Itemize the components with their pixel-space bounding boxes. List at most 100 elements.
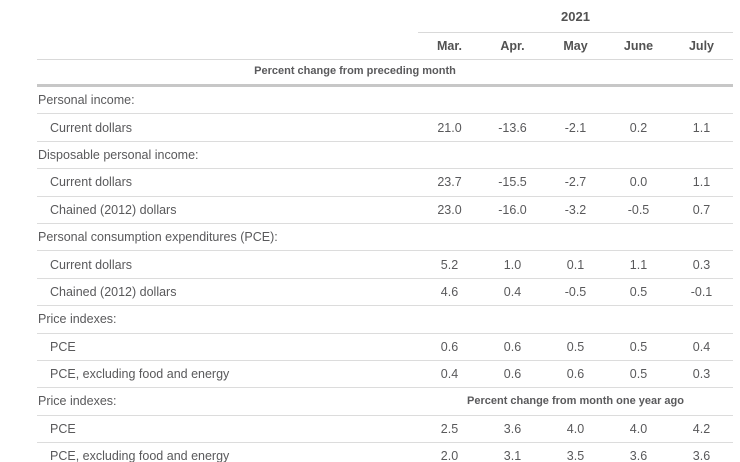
year-label: 2021 [561,8,590,24]
value-cell: 4.2 [692,421,711,436]
value-cell: 0.3 [692,367,711,382]
value-cell: -0.1 [690,284,713,299]
value-cell: 0.4 [440,367,459,382]
value-cell: 0.3 [692,257,711,272]
table-row: Current dollars 5.2 1.0 0.1 1.1 0.3 [37,251,733,279]
value-cell: 1.1 [629,257,648,272]
value-cell: 0.4 [692,339,711,354]
month-header-cells: Mar. Apr. May June July [418,39,733,53]
row-values: 2.5 3.6 4.0 4.0 4.2 [418,422,733,436]
value-cell: 21.0 [437,120,462,135]
table-row: Price indexes: [37,306,733,334]
year-header-cell: 2021 [418,0,733,33]
table-row: PCE 2.5 3.6 4.0 4.0 4.2 [37,416,733,444]
value-cell: -15.5 [498,175,527,190]
row-label: Chained (2012) dollars [50,284,177,299]
row-values: 0.6 0.6 0.5 0.5 0.4 [418,340,733,354]
value-cell: 0.5 [629,339,648,354]
row-values: 4.6 0.4 -0.5 0.5 -0.1 [418,285,733,299]
table-row: Price indexes: Percent change from month… [37,388,733,416]
row-label: Personal income: [38,93,135,108]
row-label: Current dollars [50,257,132,272]
row-label: Disposable personal income: [38,147,199,162]
value-cell: -13.6 [498,120,527,135]
value-cell: 0.0 [629,175,648,190]
row-values: 21.0 -13.6 -2.1 0.2 1.1 [418,121,733,135]
value-cell: -3.2 [564,202,587,217]
value-cell: 0.6 [566,367,585,382]
table-row: PCE, excluding food and energy 0.4 0.6 0.6… [37,361,733,389]
personal-income-table: 2021 Mar. Apr. May June July Percent cha… [37,0,733,462]
value-cell: 1.1 [692,120,711,135]
table-row: Current dollars 21.0 -13.6 -2.1 0.2 1.1 [37,114,733,142]
value-cell: 0.6 [440,339,459,354]
row-values: 5.2 1.0 0.1 1.1 0.3 [418,258,733,272]
value-cell: 3.1 [503,449,522,462]
value-cell: 3.6 [692,449,711,462]
value-cell: -0.5 [564,284,587,299]
value-cell: 3.5 [566,449,585,462]
value-cell: 0.7 [692,202,711,217]
table-row: PCE, excluding food and energy 2.0 3.1 3.5… [37,443,733,462]
table-row: Current dollars 23.7 -15.5 -2.7 0.0 1.1 [37,169,733,197]
unit-note-row: Percent change from preceding month [37,60,733,87]
value-cell: 0.5 [629,284,648,299]
column-header-may: May [563,39,588,53]
value-cell: -16.0 [498,202,527,217]
value-cell: 3.6 [629,449,648,462]
month-header-row: Mar. Apr. May June July [37,33,733,60]
table-row: Personal income: [37,87,733,115]
column-header-june: June [623,39,654,53]
row-label: Price indexes: [38,394,117,409]
row-values: 2.0 3.1 3.5 3.6 3.6 [418,449,733,462]
value-cell: 4.0 [629,421,648,436]
value-cell: -0.5 [627,202,650,217]
column-header-mar: Mar. [436,39,462,53]
column-header-apr: Apr. [500,39,525,53]
row-label: Personal consumption expenditures (PCE): [38,230,278,245]
value-cell: 3.6 [503,421,522,436]
value-cell: 23.7 [437,175,462,190]
value-cell: 2.0 [440,449,459,462]
table-row: Personal consumption expenditures (PCE): [37,224,733,252]
value-cell: 0.5 [629,367,648,382]
row-label: PCE [50,421,76,436]
value-cell: 0.4 [503,284,522,299]
row-label: Current dollars [50,120,132,135]
value-cell: 4.0 [566,421,585,436]
row-values: Percent change from month one year ago [418,395,733,407]
table-row: Chained (2012) dollars 4.6 0.4 -0.5 0.5 -0.1 [37,279,733,307]
value-cell: 2.5 [440,421,459,436]
table-row: PCE 0.6 0.6 0.5 0.5 0.4 [37,334,733,361]
value-cell: 1.0 [503,257,522,272]
row-label: PCE, excluding food and energy [50,367,230,382]
row-values: 0.4 0.6 0.6 0.5 0.3 [418,367,733,381]
value-cell: 5.2 [440,257,459,272]
row-label: PCE [50,339,76,354]
row-values: 23.0 -16.0 -3.2 -0.5 0.7 [418,203,733,217]
value-cell: 23.0 [437,202,462,217]
unit-note: Percent change from preceding month [254,65,456,77]
row-label: Current dollars [50,175,132,190]
table-row: Disposable personal income: [37,142,733,170]
row-values: 23.7 -15.5 -2.7 0.0 1.1 [418,175,733,189]
row-label: Price indexes: [38,312,117,327]
unit-note: Percent change from month one year ago [467,395,684,408]
column-header-july: July [688,39,714,53]
value-cell: 0.6 [503,339,522,354]
value-cell: 0.5 [566,339,585,354]
row-label: Chained (2012) dollars [50,202,177,217]
table-body: Personal income: Current dollars 21.0 -13… [37,87,733,462]
value-cell: 0.6 [503,367,522,382]
value-cell: 4.6 [440,284,459,299]
value-cell: -2.1 [564,120,587,135]
year-header-row: 2021 [37,0,733,33]
value-cell: -2.7 [564,175,587,190]
stub-spacer [37,0,418,33]
value-cell: 0.2 [629,120,648,135]
value-cell: 1.1 [692,175,711,190]
table-row: Chained (2012) dollars 23.0 -16.0 -3.2 -0.5… [37,197,733,224]
row-label: PCE, excluding food and energy [50,449,230,462]
value-cell: 0.1 [566,257,585,272]
